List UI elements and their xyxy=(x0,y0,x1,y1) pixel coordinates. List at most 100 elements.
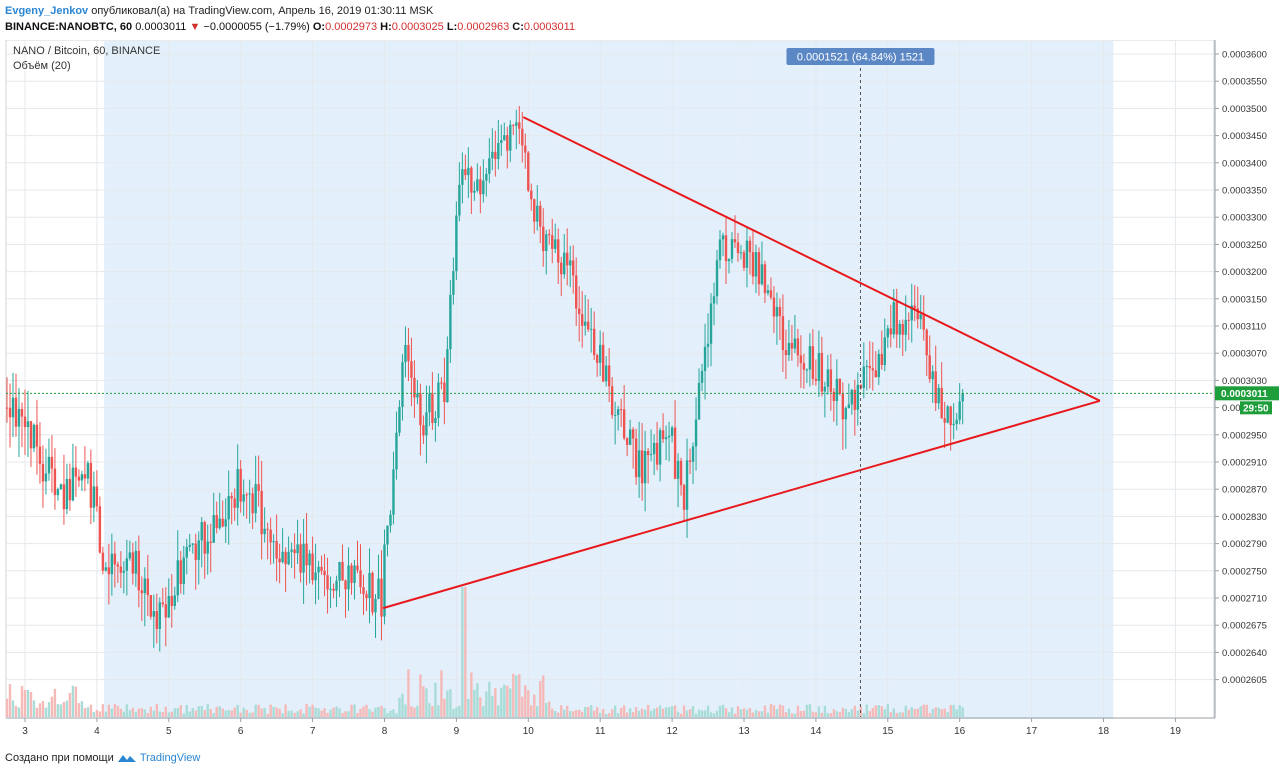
volume-bar xyxy=(569,711,572,717)
candle-body xyxy=(703,346,707,372)
volume-bar xyxy=(715,710,719,717)
volume-bar xyxy=(760,711,764,717)
volume-bar xyxy=(793,713,797,717)
countdown-text: 29:50 xyxy=(1243,403,1269,414)
volume-legend[interactable]: Объём (20) xyxy=(13,60,71,72)
price-tick-label: 0.0002640 xyxy=(1222,648,1267,659)
candle-body xyxy=(206,541,209,554)
author-name[interactable]: Evgeny_Jenkov xyxy=(5,5,89,17)
volume-bar xyxy=(77,703,81,717)
volume-bar xyxy=(814,712,818,717)
candle-body xyxy=(275,541,278,559)
volume-bar xyxy=(805,704,809,717)
candle-body xyxy=(898,323,901,335)
candle-body xyxy=(308,553,311,566)
volume-bar xyxy=(880,706,883,717)
price-tick-label: 0.0003400 xyxy=(1222,158,1267,169)
volume-bar xyxy=(676,711,680,717)
candle-body xyxy=(134,550,138,574)
volume-bar xyxy=(518,674,521,717)
volume-bar xyxy=(407,669,410,717)
candle-body xyxy=(515,122,518,126)
candle-body xyxy=(398,406,401,433)
volume-bar xyxy=(643,709,647,717)
candle-body xyxy=(485,173,488,181)
volume-bar xyxy=(233,707,236,717)
candle-body xyxy=(380,578,383,617)
candle-body xyxy=(323,570,326,576)
candle-body xyxy=(811,346,815,379)
candle-body xyxy=(272,541,275,543)
price-tick-label: 0.0003150 xyxy=(1222,294,1267,305)
candle-body xyxy=(946,406,949,423)
volume-bar xyxy=(167,712,170,717)
candle-body xyxy=(793,338,797,349)
candle-body xyxy=(868,365,871,369)
volume-bar xyxy=(80,701,84,717)
volume-bar xyxy=(71,685,75,717)
candle-body xyxy=(386,525,389,545)
candle-body xyxy=(539,205,542,227)
candle-body xyxy=(527,152,530,191)
candle-body xyxy=(359,570,362,588)
candle-body xyxy=(353,565,356,583)
volume-bar xyxy=(533,694,536,717)
series-legend-title[interactable]: NANO / Bitcoin, 60, BINANCE xyxy=(13,45,161,57)
candle-body xyxy=(452,271,455,295)
candle-body xyxy=(5,407,9,409)
volume-bar xyxy=(188,711,191,717)
volume-bar xyxy=(763,705,767,717)
time-tick-label: 18 xyxy=(1098,726,1110,737)
volume-bar xyxy=(919,706,922,717)
time-axis-ticks[interactable]: 3 4 5 6 7 8 9 10 11 12 13 14 15 16 17 18 19 xyxy=(22,718,1181,737)
candle-body xyxy=(47,456,51,474)
volume-bar xyxy=(227,710,230,717)
trendlines[interactable] xyxy=(382,116,1101,610)
volume-bar xyxy=(694,713,698,717)
volume-bar xyxy=(119,708,123,717)
candle-body xyxy=(14,397,18,427)
candle-body xyxy=(149,595,152,617)
volume-bar xyxy=(365,704,368,717)
candle-body xyxy=(694,419,698,447)
candle-body xyxy=(589,328,593,330)
candle-body xyxy=(227,496,230,520)
price-chart[interactable]: 0.0001521 (64.84%) 1521 0.0003600 0.00035… xyxy=(0,40,1280,746)
volume-bar xyxy=(865,704,869,717)
volume-bar xyxy=(700,710,704,717)
candle-body xyxy=(664,437,668,440)
volume-bar xyxy=(317,708,320,717)
candle-body xyxy=(712,296,716,304)
trendline-upper[interactable] xyxy=(522,116,1101,402)
candle-body xyxy=(92,486,96,508)
volume-bar xyxy=(419,674,422,717)
time-tick-label: 11 xyxy=(595,726,606,737)
volume-bar xyxy=(757,711,761,717)
candle-body xyxy=(961,393,964,402)
volume-bar xyxy=(398,697,401,717)
candle-body xyxy=(464,169,467,176)
candle-body xyxy=(335,580,338,591)
volume-bar xyxy=(428,703,431,717)
candle-body xyxy=(581,314,584,326)
volume-bar xyxy=(739,709,743,717)
volume-bar xyxy=(748,708,752,717)
volume-bar xyxy=(254,704,257,717)
candle-body xyxy=(844,408,848,420)
volume-bar xyxy=(679,713,683,717)
price-axis[interactable] xyxy=(1215,40,1280,718)
candle-body xyxy=(347,565,350,590)
volume-bar xyxy=(8,684,12,717)
volume-bar xyxy=(766,712,770,717)
volume-bar xyxy=(281,713,284,717)
trendline-lower[interactable] xyxy=(382,399,1101,610)
volume-bar xyxy=(844,708,848,717)
volume-bar xyxy=(269,704,272,717)
volume-bar xyxy=(916,708,919,717)
volume-bar xyxy=(619,707,623,717)
volume-bar xyxy=(910,707,913,717)
volume-bar xyxy=(362,706,365,717)
tradingview-brand[interactable]: TradingView xyxy=(139,752,201,764)
candle-body xyxy=(952,423,955,426)
candle-body xyxy=(521,128,524,146)
